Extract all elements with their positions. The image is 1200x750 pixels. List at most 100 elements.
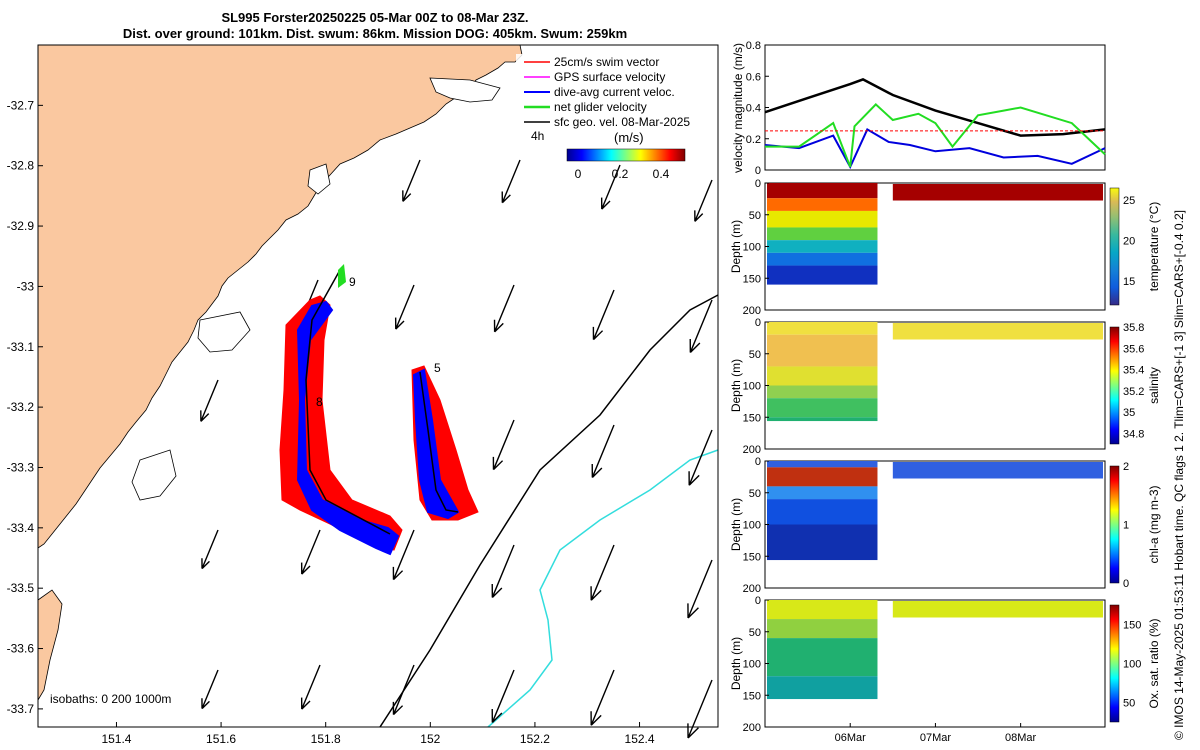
section-colorbar-tick-3-0: 50 bbox=[1123, 698, 1135, 710]
sfc-geo-arrow-9 bbox=[200, 379, 219, 422]
section-ytick-label-0-2: 100 bbox=[743, 242, 761, 254]
sfc-geo-arrow-17 bbox=[590, 544, 615, 601]
section-ytick-label-1-1: 50 bbox=[749, 349, 761, 361]
sfc-geo-arrow-1 bbox=[501, 159, 521, 204]
section-band-deep-1-3 bbox=[767, 385, 878, 399]
sfc-geo-arrow-18 bbox=[687, 559, 713, 619]
glider-track-west bbox=[296, 300, 400, 556]
section-ytick-label-1-4: 200 bbox=[743, 444, 761, 456]
section-band-deep-3-0 bbox=[767, 600, 878, 620]
section-xtick-label-0: 06Mar bbox=[835, 732, 867, 744]
map-ytick-label-2: -32.9 bbox=[7, 219, 35, 233]
section-panel-0: 0 50 100 150 200 Depth (m) 15 20 25 temperature (… bbox=[729, 178, 1161, 317]
section-band-deep-0-1 bbox=[767, 198, 878, 211]
section-ylabel-3: Depth (m) bbox=[729, 637, 743, 690]
section-band-deep-2-2 bbox=[767, 486, 878, 500]
map-xtick-label-4: 152.2 bbox=[520, 732, 550, 746]
section-band-deep-1-4 bbox=[767, 398, 878, 418]
map-panel: 9 5 8 isobaths: 0 200 1000m 25cm/s swim … bbox=[7, 44, 719, 746]
section-ytick-label-0-0: 0 bbox=[755, 178, 761, 190]
sfc-geo-arrow-15 bbox=[392, 529, 415, 581]
section-ytick-label-3-1: 50 bbox=[749, 627, 761, 639]
legend-label-dive: dive-avg current veloc. bbox=[554, 85, 675, 99]
section-panel-2: 0 50 100 150 200 Depth (m) 0 1 2 chl-a (mg m-3) bbox=[729, 456, 1161, 595]
section-ytick-label-3-3: 150 bbox=[743, 690, 761, 702]
map-ytick-label-0: -32.7 bbox=[7, 98, 35, 112]
section-colorbar-tick-2-1: 1 bbox=[1123, 520, 1129, 532]
section-colorbar-tick-0-2: 25 bbox=[1123, 195, 1135, 207]
section-ytick-label-0-1: 50 bbox=[749, 210, 761, 222]
map-xtick-label-3: 152 bbox=[420, 732, 440, 746]
section-colorbar-label-0: temperature (°C) bbox=[1147, 202, 1161, 292]
section-band-deep-0-6 bbox=[767, 265, 878, 285]
section-band-deep-2-4 bbox=[767, 524, 878, 561]
section-band-deep-1-5 bbox=[767, 417, 878, 422]
legend-scale-label: 4h bbox=[531, 129, 544, 143]
section-band-deep-0-5 bbox=[767, 252, 878, 266]
section-band-deep-2-3 bbox=[767, 499, 878, 525]
section-ytick-label-2-4: 200 bbox=[743, 583, 761, 595]
map-axis-ticks: 151.4 151.6 151.8 152 152.2 152.4 -32.7 -32.8 -3… bbox=[7, 98, 655, 746]
sfc-geo-arrow-12 bbox=[688, 429, 713, 486]
track-label-8: 8 bbox=[316, 395, 323, 409]
legend-label-net: net glider velocity bbox=[554, 100, 647, 114]
map-colorbar-tick-1: 0.2 bbox=[612, 167, 629, 181]
map-xtick-label-0: 151.4 bbox=[101, 732, 131, 746]
section-band-deep-0-2 bbox=[767, 210, 878, 228]
section-band-deep-0-0 bbox=[767, 183, 878, 199]
section-colorbar-tick-0-1: 20 bbox=[1123, 235, 1135, 247]
section-colorbar-tick-3-1: 100 bbox=[1123, 659, 1141, 671]
section-band-shallow-3 bbox=[892, 601, 1103, 618]
map-xtick-label-5: 152.4 bbox=[625, 732, 655, 746]
sfc-geo-arrow-5 bbox=[394, 284, 415, 330]
sfc-geo-arrow-0 bbox=[402, 159, 421, 202]
velocity-ytick-label-0: 0 bbox=[755, 165, 761, 177]
section-ytick-label-2-1: 50 bbox=[749, 488, 761, 500]
legend-label-gps: GPS surface velocity bbox=[554, 70, 665, 84]
section-band-deep-3-2 bbox=[767, 638, 878, 677]
section-panel-3: 0 50 100 150 200 Depth (m) 50 100 150 Ox. sat. ra… bbox=[729, 595, 1161, 744]
isobath-legend-text: isobaths: 0 200 1000m bbox=[50, 692, 171, 706]
section-panel-1: 0 50 100 150 200 Depth (m) 34.8 35 35.2 35.4 35.6 3… bbox=[729, 317, 1161, 456]
coastal-lake-south bbox=[131, 449, 177, 501]
section-band-deep-3-1 bbox=[767, 619, 878, 639]
velocity-ytick-label-4: 0.8 bbox=[746, 40, 761, 52]
glider-track-line-east bbox=[419, 371, 459, 513]
map-colorbar bbox=[566, 148, 686, 162]
section-colorbar-tick-0-0: 15 bbox=[1123, 276, 1135, 288]
coastal-lake-mid bbox=[197, 311, 251, 353]
section-ytick-label-2-2: 100 bbox=[743, 520, 761, 532]
sfc-geo-arrow-8 bbox=[689, 299, 713, 353]
map-colorbar-title: (m/s) bbox=[614, 130, 644, 145]
map-colorbar-tick-0: 0 bbox=[575, 167, 582, 181]
section-colorbar-label-1: salinity bbox=[1147, 367, 1161, 404]
section-colorbar-label-3: Ox. sat. ratio (%) bbox=[1147, 618, 1161, 708]
sfc-geo-arrow-10 bbox=[492, 419, 515, 471]
section-ylabel-1: Depth (m) bbox=[729, 359, 743, 412]
section-colorbar-2 bbox=[1109, 465, 1120, 584]
section-colorbar-1 bbox=[1109, 326, 1120, 445]
section-colorbar-tick-2-2: 2 bbox=[1123, 461, 1129, 473]
section-ytick-label-3-2: 100 bbox=[743, 659, 761, 671]
map-colorbar-tick-2: 0.4 bbox=[653, 167, 670, 181]
map-legend: 25cm/s swim vector GPS surface velocity … bbox=[516, 54, 716, 181]
section-ytick-label-1-0: 0 bbox=[755, 317, 761, 329]
track-label-5: 5 bbox=[434, 361, 441, 375]
sfc-geo-arrow-16 bbox=[491, 544, 515, 598]
sfc-geo-arrow-22 bbox=[491, 669, 515, 723]
section-ytick-label-3-0: 0 bbox=[755, 595, 761, 607]
sfc-geo-arrow-19 bbox=[201, 669, 219, 710]
section-xtick-label-2: 08Mar bbox=[1005, 732, 1037, 744]
section-band-deep-3-3 bbox=[767, 676, 878, 700]
section-ylabel-2: Depth (m) bbox=[729, 498, 743, 551]
sfc-geo-arrow-2 bbox=[600, 164, 621, 210]
sfc-geo-arrow-21 bbox=[392, 664, 415, 716]
map-frame bbox=[37, 44, 719, 728]
velocity-ytick-label-3: 0.6 bbox=[746, 71, 761, 83]
map-xtick-label-2: 151.8 bbox=[311, 732, 341, 746]
sfc-geo-arrow-13 bbox=[201, 529, 219, 570]
map-ytick-label-5: -33.2 bbox=[7, 400, 35, 414]
map-ytick-label-9: -33.6 bbox=[7, 642, 35, 656]
section-colorbar-tick-1-4: 35.6 bbox=[1123, 343, 1144, 355]
